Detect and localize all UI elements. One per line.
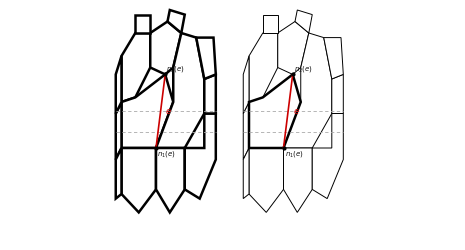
Polygon shape <box>312 114 343 198</box>
Polygon shape <box>243 148 249 198</box>
Polygon shape <box>243 102 249 160</box>
Polygon shape <box>116 56 121 114</box>
Text: $n_1(e)$: $n_1(e)$ <box>285 149 304 159</box>
Polygon shape <box>243 56 249 114</box>
Polygon shape <box>121 148 156 212</box>
Polygon shape <box>249 148 284 212</box>
Polygon shape <box>332 74 343 114</box>
Text: $n_2(e)$: $n_2(e)$ <box>166 64 186 74</box>
Polygon shape <box>156 33 204 148</box>
Polygon shape <box>278 22 309 74</box>
Text: $n_2(e)$: $n_2(e)$ <box>294 64 313 74</box>
Polygon shape <box>284 33 332 148</box>
Polygon shape <box>121 33 150 102</box>
Polygon shape <box>295 10 312 33</box>
Polygon shape <box>324 38 343 79</box>
Polygon shape <box>249 74 301 148</box>
Text: $e$: $e$ <box>292 107 299 116</box>
Polygon shape <box>185 114 216 198</box>
Polygon shape <box>196 38 216 79</box>
Polygon shape <box>135 14 150 33</box>
Polygon shape <box>204 74 216 114</box>
Polygon shape <box>167 10 185 33</box>
Polygon shape <box>150 22 181 74</box>
Polygon shape <box>116 148 121 198</box>
Polygon shape <box>263 14 278 33</box>
Polygon shape <box>284 148 312 212</box>
Polygon shape <box>249 33 278 102</box>
Polygon shape <box>121 74 173 148</box>
Polygon shape <box>116 102 121 160</box>
Text: $n_1(e)$: $n_1(e)$ <box>157 149 176 159</box>
Polygon shape <box>156 148 185 212</box>
Text: $e$: $e$ <box>165 107 172 116</box>
